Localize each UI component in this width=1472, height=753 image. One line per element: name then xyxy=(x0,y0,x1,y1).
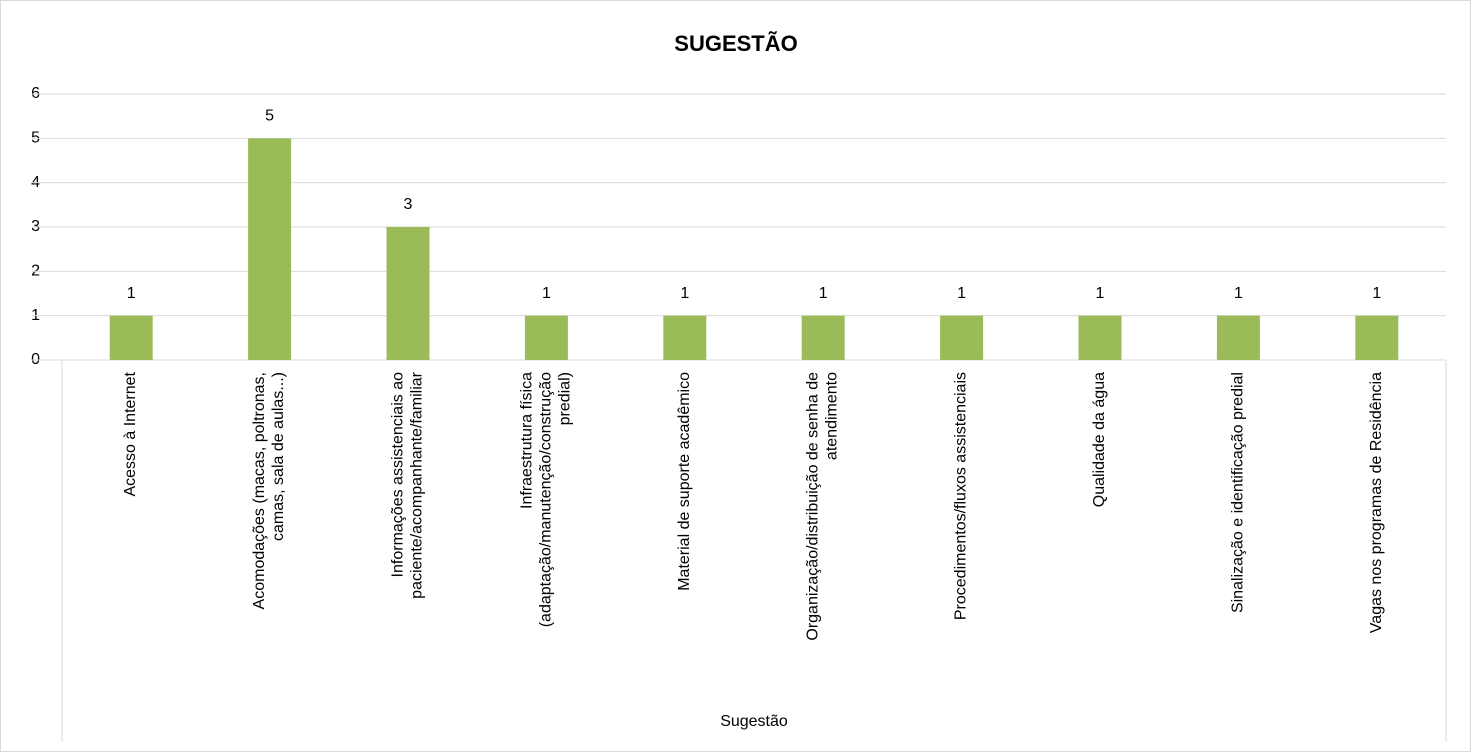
x-tick-label: Vagas nos programas de Residência xyxy=(1368,372,1385,633)
bar xyxy=(663,315,707,360)
x-tick-label: Procedimentos/fluxos assistenciais xyxy=(953,372,970,620)
bar xyxy=(1216,315,1260,360)
x-tick-label: Acomodações (macas, poltronas, camas, sal… xyxy=(251,372,287,609)
x-tick-label: Infraestrutura física (adaptação/manutenç… xyxy=(519,372,574,627)
data-label: 5 xyxy=(265,108,274,125)
data-label: 1 xyxy=(1096,285,1105,302)
data-label: 3 xyxy=(404,196,413,213)
bar xyxy=(801,315,845,360)
chart-title: SUGESTÃO xyxy=(674,31,797,56)
bar xyxy=(109,315,153,360)
data-label: 1 xyxy=(1372,285,1381,302)
x-tick-label: Organização/distribuição de senha de aten… xyxy=(805,372,841,641)
bar xyxy=(1355,315,1399,360)
bar xyxy=(386,227,430,360)
data-label: 1 xyxy=(819,285,828,302)
data-label: 1 xyxy=(127,285,136,302)
bar xyxy=(1078,315,1122,360)
x-tick-label: Acesso à Internet xyxy=(122,371,139,496)
x-tick-label: Informações assistenciais ao paciente/aco… xyxy=(390,371,426,598)
x-tick-label: Sinalização e identificação predial xyxy=(1230,372,1247,613)
x-axis-label: Sugestão xyxy=(720,713,788,730)
bar xyxy=(248,138,292,360)
bar xyxy=(940,315,984,360)
x-tick-label: Material de suporte acadêmico xyxy=(676,372,693,591)
x-tick-label: Qualidade da água xyxy=(1091,372,1108,507)
data-label: 1 xyxy=(680,285,689,302)
data-label: 1 xyxy=(957,285,966,302)
data-label: 1 xyxy=(1234,285,1243,302)
bar xyxy=(524,315,568,360)
data-label: 1 xyxy=(542,285,551,302)
